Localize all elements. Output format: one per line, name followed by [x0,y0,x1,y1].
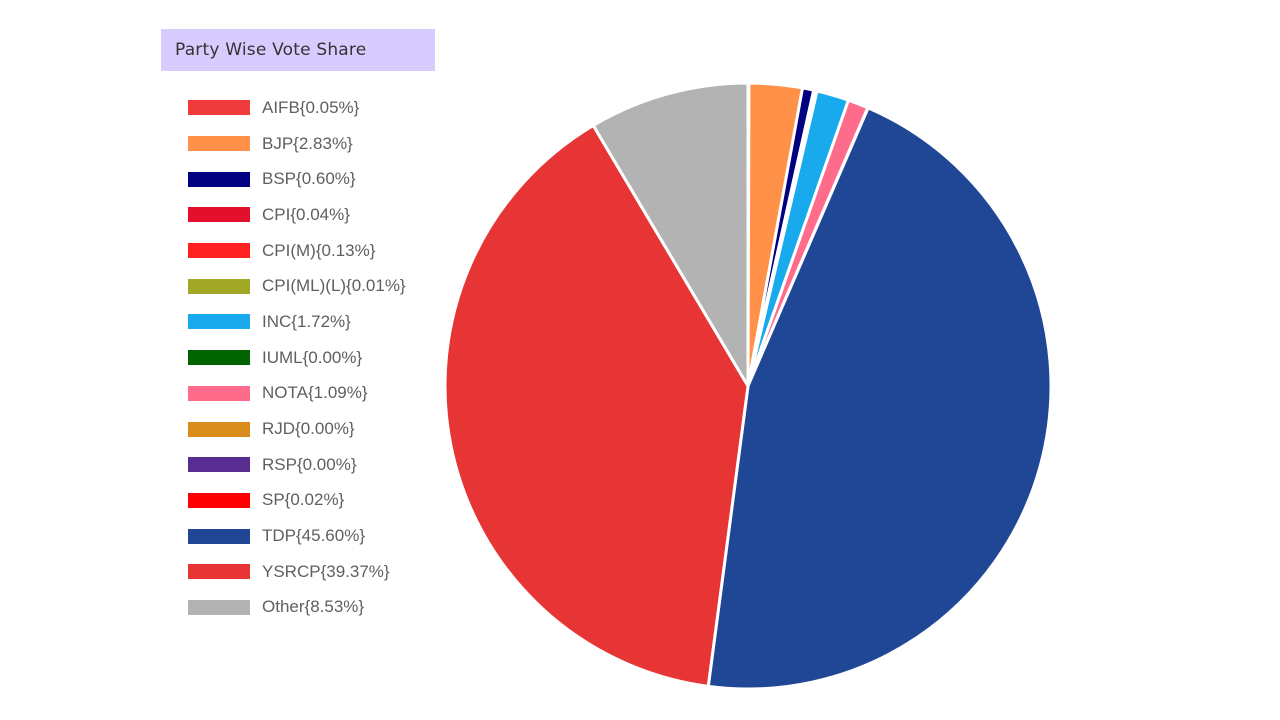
legend-item-tdp[interactable]: TDP{45.60%} [188,518,448,554]
legend-swatch [188,385,250,401]
legend-label: Other{8.53%} [262,597,365,617]
legend-item-aifb[interactable]: AIFB{0.05%} [188,90,448,126]
legend-label: RJD{0.00%} [262,419,355,439]
legend-swatch [188,457,250,473]
legend-item-iuml[interactable]: IUML{0.00%} [188,340,448,376]
pie-slice-tdp[interactable] [706,106,1053,691]
legend-label: AIFB{0.05%} [262,97,360,117]
legend-swatch [188,350,250,366]
pie-slice-ysrcp[interactable] [443,123,750,688]
legend-swatch [188,564,250,580]
chart-legend: AIFB{0.05%} BJP{2.83%} BSP{0.60%} CPI{0.04%… [188,90,448,625]
legend-label: CPI{0.04%} [262,204,350,224]
legend-item-sp[interactable]: SP{0.02%} [188,483,448,519]
legend-swatch [188,171,250,187]
legend-item-other[interactable]: Other{8.53%} [188,590,448,626]
legend-label: NOTA{1.09%} [262,383,368,403]
legend-swatch [188,421,250,437]
legend-label: SP{0.02%} [262,490,345,510]
legend-swatch [188,278,250,294]
legend-label: INC{1.72%} [262,311,351,331]
legend-swatch [188,136,250,152]
legend-item-rjd[interactable]: RJD{0.00%} [188,411,448,447]
legend-swatch [188,243,250,259]
legend-label: IUML{0.00%} [262,347,363,367]
legend-item-ysrcp[interactable]: YSRCP{39.37%} [188,554,448,590]
legend-label: RSP{0.00%} [262,454,357,474]
legend-item-nota[interactable]: NOTA{1.09%} [188,376,448,412]
legend-item-inc[interactable]: INC{1.72%} [188,304,448,340]
legend-item-bsp[interactable]: BSP{0.60%} [188,161,448,197]
legend-item-rsp[interactable]: RSP{0.00%} [188,447,448,483]
legend-swatch [188,599,250,615]
legend-swatch [188,528,250,544]
legend-item-bjp[interactable]: BJP{2.83%} [188,126,448,162]
legend-swatch [188,314,250,330]
legend-swatch [188,207,250,223]
legend-swatch [188,492,250,508]
legend-item-cpi[interactable]: CPI{0.04%} [188,197,448,233]
legend-item-cpi-m[interactable]: CPI(M){0.13%} [188,233,448,269]
chart-title: Party Wise Vote Share [175,40,367,60]
legend-label: YSRCP{39.37%} [262,561,390,581]
legend-label: BJP{2.83%} [262,133,353,153]
pie-slice-other[interactable] [591,81,750,388]
legend-label: TDP{45.60%} [262,526,366,546]
legend-label: BSP{0.60%} [262,169,356,189]
legend-label: CPI(ML)(L){0.01%} [262,276,406,296]
legend-swatch [188,100,250,116]
legend-label: CPI(M){0.13%} [262,240,376,260]
chart-title-box: Party Wise Vote Share [161,29,435,71]
legend-item-cpi-ml-l[interactable]: CPI(ML)(L){0.01%} [188,268,448,304]
